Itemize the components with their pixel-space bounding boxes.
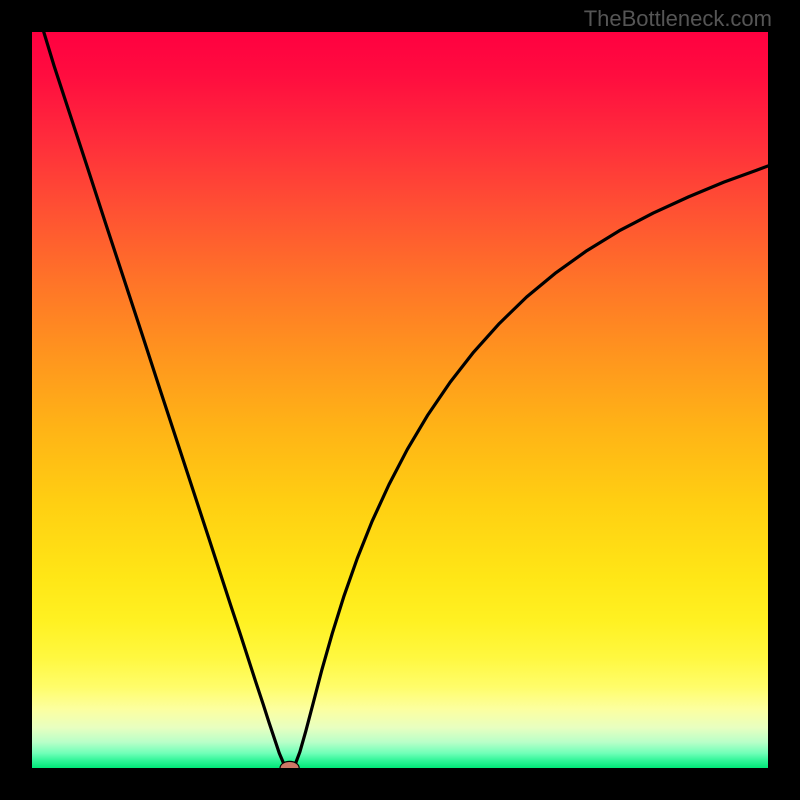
watermark-label: TheBottleneck.com — [584, 6, 772, 32]
bottleneck-chart — [32, 32, 768, 768]
chart-background — [32, 32, 768, 768]
